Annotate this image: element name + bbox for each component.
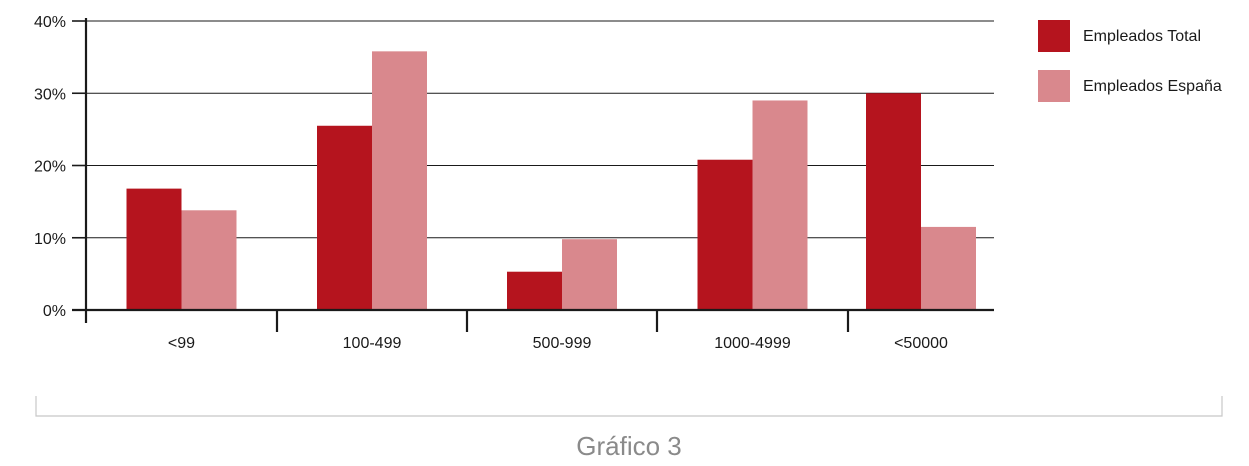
y-tick-labels: 0% 10% 20% 30% 40%: [34, 14, 66, 320]
gridlines: [86, 20, 994, 239]
bar-espana-2: [562, 239, 617, 310]
axes: [72, 18, 994, 332]
caption-bracket: [35, 396, 1223, 417]
y-tick-label-1: 10%: [34, 231, 66, 248]
caption-frame: Gráfico 3: [35, 396, 1223, 461]
x-tick-label-0: <99: [168, 335, 195, 352]
x-tick-label-3: 1000-4999: [714, 335, 791, 352]
bar-espana-1: [372, 51, 427, 310]
bar-espana-3: [752, 100, 808, 310]
legend: Empleados Total Empleados España: [1038, 20, 1222, 102]
bar-total-2: [507, 271, 562, 310]
bars: [126, 51, 976, 310]
y-tick-label-0: 0%: [43, 303, 66, 320]
legend-swatch-0: [1038, 20, 1070, 52]
legend-label-1: Empleados España: [1083, 78, 1222, 95]
y-tick-label-2: 20%: [34, 159, 66, 176]
x-tick-label-4: <50000: [894, 335, 948, 352]
bar-total-0: [126, 188, 182, 310]
y-tick-label-3: 30%: [34, 86, 66, 103]
y-tick-label-4: 40%: [34, 14, 66, 31]
x-tick-labels: <99 100-499 500-999 1000-4999 <50000: [168, 335, 948, 352]
bar-espana-4: [921, 226, 976, 310]
legend-swatch-1: [1038, 70, 1070, 102]
bar-espana-0: [181, 210, 237, 310]
bar-total-1: [317, 125, 372, 310]
x-tick-label-1: 100-499: [343, 335, 402, 352]
x-tick-label-2: 500-999: [533, 335, 592, 352]
legend-label-0: Empleados Total: [1083, 28, 1201, 45]
bar-total-4: [866, 93, 921, 310]
bar-total-3: [697, 159, 753, 310]
caption-text: Gráfico 3: [576, 431, 682, 461]
